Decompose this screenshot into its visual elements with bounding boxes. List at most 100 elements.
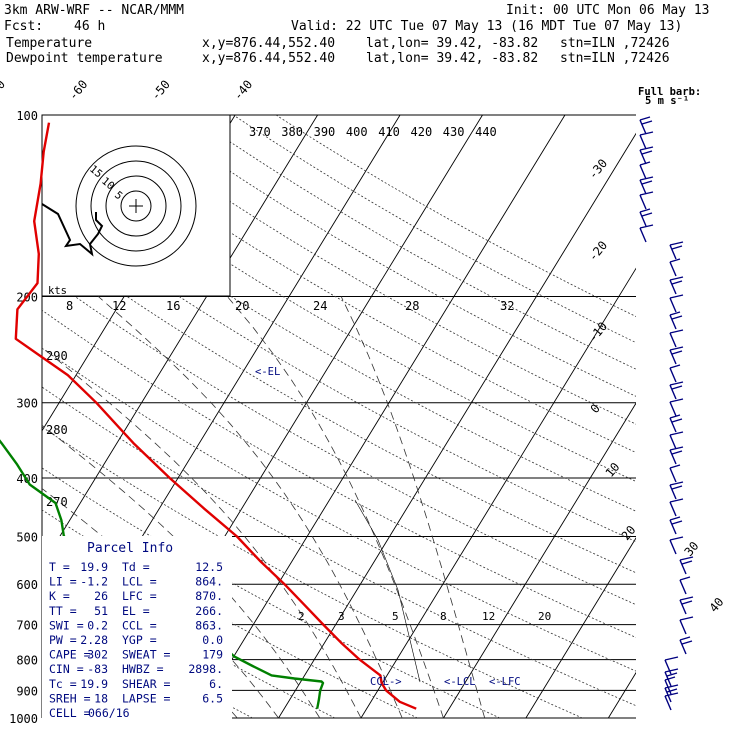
barb-staff bbox=[669, 484, 677, 500]
temperature-profile bbox=[14, 122, 417, 710]
barb-flag bbox=[639, 146, 654, 151]
moist-adiabat bbox=[42, 424, 321, 718]
hodo-units: kts bbox=[48, 285, 67, 297]
isotherm bbox=[195, 115, 566, 718]
dry-adiabat bbox=[190, 115, 636, 370]
parcel-value: 0.2 bbox=[87, 618, 108, 632]
barb-flag bbox=[664, 656, 679, 661]
barb-staff bbox=[669, 501, 677, 517]
wind-barb bbox=[639, 116, 653, 135]
isotherm-label-right: 20 bbox=[619, 523, 639, 543]
model-title: 3km ARW-WRF -- NCAR/MMM bbox=[4, 3, 184, 18]
wind-barb bbox=[669, 516, 683, 535]
parcel-key: K = bbox=[49, 589, 70, 603]
barb-flag bbox=[679, 616, 694, 621]
theta-label: 370 bbox=[249, 125, 271, 139]
isotherm bbox=[360, 267, 636, 718]
wind-barb bbox=[679, 556, 694, 575]
parcel-value: 863. bbox=[195, 618, 223, 632]
wind-barb bbox=[639, 161, 651, 180]
wind-barb bbox=[669, 431, 684, 450]
isotherm-label-right: 10 bbox=[603, 460, 623, 480]
barb-flag bbox=[679, 576, 691, 581]
parcel-value: 870. bbox=[195, 589, 223, 603]
theta-label: 430 bbox=[443, 125, 465, 139]
barb-flag bbox=[669, 481, 684, 486]
wind-barb bbox=[669, 481, 684, 500]
parcel-value: 864. bbox=[195, 575, 223, 589]
wind-barb bbox=[669, 364, 681, 383]
temp-legend-latlon: lat,lon= 39.42, -83.82 bbox=[366, 36, 538, 51]
parcel-value: 066/16 bbox=[88, 706, 130, 720]
barb-flag bbox=[669, 241, 684, 246]
parcel-key: TT = bbox=[49, 604, 77, 618]
el-marker: <-EL bbox=[255, 366, 280, 378]
wind-barb bbox=[669, 241, 684, 260]
barb-flag bbox=[669, 431, 684, 436]
wind-barb bbox=[669, 381, 684, 400]
pressure-tick-label: 900 bbox=[16, 684, 38, 698]
barb-flag bbox=[664, 676, 676, 681]
wind-barb bbox=[669, 536, 684, 555]
isotherm bbox=[278, 132, 636, 718]
barb-flag bbox=[669, 516, 681, 521]
lcl-marker: <-LCL bbox=[444, 676, 476, 688]
speed-scale-label: 16 bbox=[166, 299, 180, 313]
barb-staff bbox=[669, 401, 677, 417]
parcel-value: -83 bbox=[87, 662, 108, 676]
theta-left-label: 280 bbox=[46, 423, 68, 437]
barb-half bbox=[641, 150, 653, 155]
parcel-value: -1.2 bbox=[80, 575, 108, 589]
wind-barb bbox=[669, 414, 683, 433]
parcel-key: LI = bbox=[49, 575, 77, 589]
barb-flag bbox=[639, 191, 654, 196]
dewpoint-profile bbox=[0, 439, 325, 709]
theta-label: 420 bbox=[411, 125, 433, 139]
theta-label: 440 bbox=[475, 125, 497, 139]
hodo-ring bbox=[120, 190, 152, 222]
temp-legend-xy: x,y=876.44,552.40 bbox=[202, 36, 335, 51]
isotherm bbox=[525, 537, 636, 718]
isotherm-label-right: 40 bbox=[707, 595, 727, 615]
barb-flag bbox=[669, 364, 681, 369]
parcel-key: LCL = bbox=[122, 575, 157, 589]
parcel-value: 2.28 bbox=[80, 633, 108, 647]
parcel-value: 51 bbox=[94, 604, 108, 618]
barb-flag bbox=[664, 692, 679, 697]
parcel-key: YGP = bbox=[122, 633, 157, 647]
isotherm bbox=[42, 115, 318, 567]
isotherm bbox=[691, 115, 740, 718]
parcel-value: 302 bbox=[87, 648, 108, 662]
barb-staff bbox=[669, 332, 677, 348]
fcst-label: Fcst: bbox=[4, 19, 43, 34]
barb-flag bbox=[639, 224, 654, 229]
profile-layer bbox=[0, 122, 421, 710]
parcel-value: 6.5 bbox=[202, 691, 223, 705]
barb-flag bbox=[669, 536, 684, 541]
barb-flag bbox=[669, 258, 681, 263]
barb-staff bbox=[639, 134, 647, 150]
mixing-ratio-label: 20 bbox=[538, 610, 551, 623]
parcel-key: Tc = bbox=[49, 677, 77, 691]
barb-staff bbox=[639, 164, 647, 180]
wind-barb bbox=[669, 346, 684, 365]
temp-legend-stn: stn=ILN ,72426 bbox=[560, 36, 670, 51]
barb-flag bbox=[669, 381, 684, 386]
parcel-value: 266. bbox=[195, 604, 223, 618]
barb-flag bbox=[679, 556, 694, 561]
barb-flag bbox=[669, 446, 684, 451]
barb-half bbox=[671, 385, 683, 390]
barb-flag bbox=[664, 668, 679, 673]
parcel-info-bg bbox=[42, 536, 232, 720]
barb-flag bbox=[669, 414, 681, 419]
init-time: Init: 00 UTC Mon 06 May 13 bbox=[506, 3, 710, 18]
temp-legend-name: Temperature bbox=[6, 36, 92, 51]
moist-adiabat bbox=[42, 346, 362, 718]
parcel-value: 19.9 bbox=[80, 677, 108, 691]
barb-half bbox=[666, 688, 678, 693]
pressure-tick-label: 300 bbox=[16, 397, 38, 411]
barb-staff bbox=[669, 519, 677, 535]
dew-legend-name: Dewpoint temperature bbox=[6, 51, 163, 66]
parcel-value: 2898. bbox=[188, 662, 223, 676]
